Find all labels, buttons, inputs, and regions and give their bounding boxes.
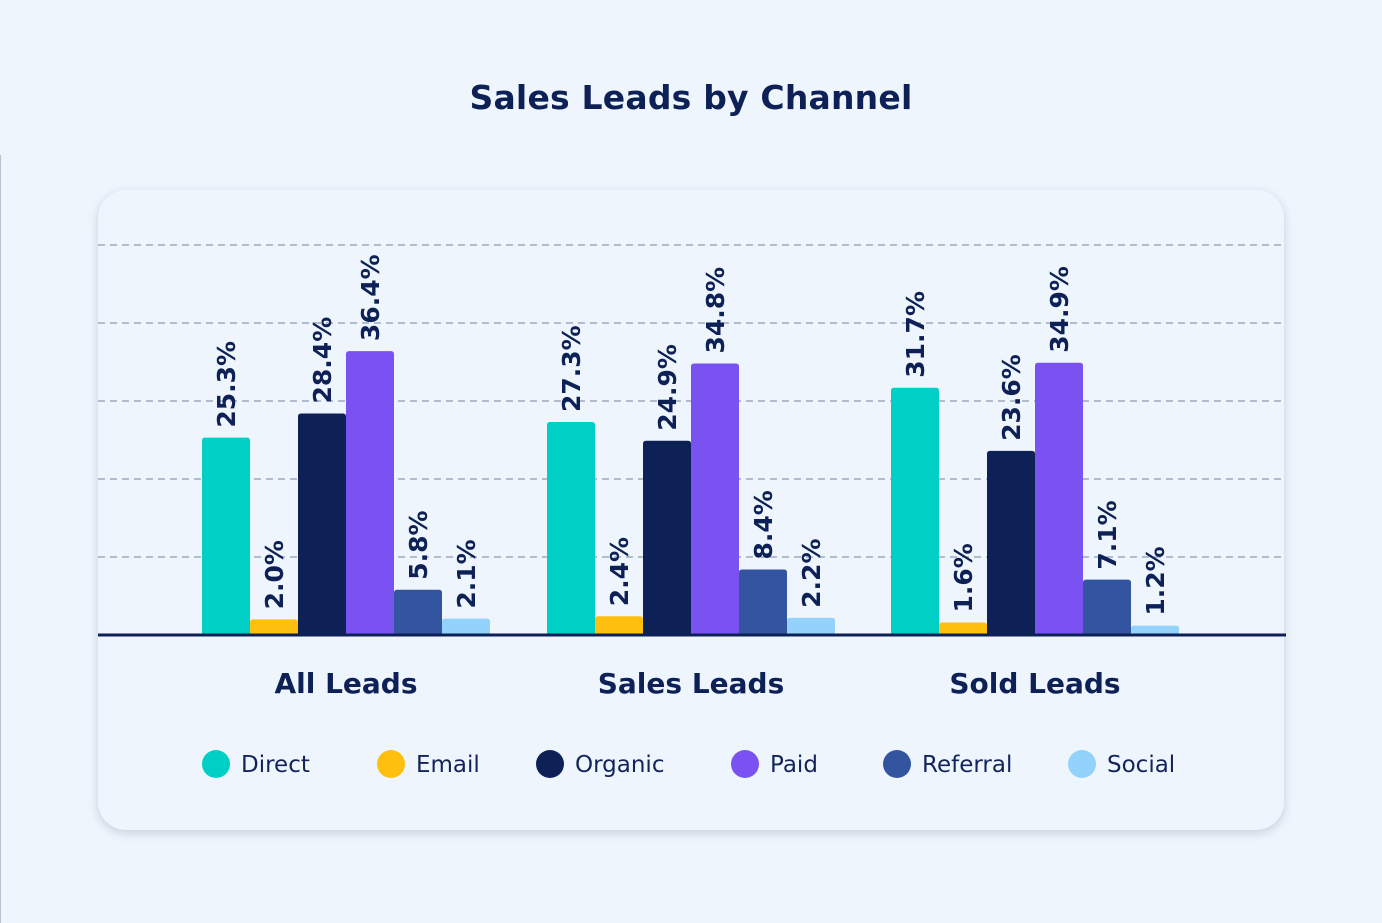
legend-label-social: Social bbox=[1107, 752, 1175, 778]
data-label-sold-leads-direct: 31.7% bbox=[901, 291, 930, 378]
legend-item-referral: Referral bbox=[883, 750, 1012, 778]
data-label-sales-leads-organic: 24.9% bbox=[653, 344, 682, 431]
left-border-rule bbox=[0, 155, 1, 923]
legend-label-email: Email bbox=[416, 752, 480, 778]
data-label-sales-leads-direct: 27.3% bbox=[557, 325, 586, 412]
legend-swatch-email bbox=[377, 750, 405, 778]
bar-all-leads-organic bbox=[298, 413, 346, 635]
data-label-all-leads-referral: 5.8% bbox=[404, 510, 433, 579]
data-label-all-leads-direct: 25.3% bbox=[212, 341, 241, 428]
legend: Direct Email Organic Paid Referral Social bbox=[202, 750, 1175, 778]
bar-sold-leads-social bbox=[1131, 625, 1179, 635]
bar-sold-leads-email bbox=[939, 622, 987, 635]
legend-swatch-paid bbox=[731, 750, 759, 778]
bar-sales-leads-organic bbox=[643, 440, 691, 635]
category-labels: All Leads Sales Leads Sold Leads bbox=[274, 667, 1120, 700]
bar-all-leads-email bbox=[250, 619, 298, 635]
bar-sold-leads-paid bbox=[1035, 362, 1083, 635]
legend-item-organic: Organic bbox=[536, 750, 664, 778]
category-label-sales-leads: Sales Leads bbox=[598, 667, 785, 700]
data-label-all-leads-organic: 28.4% bbox=[308, 317, 337, 404]
data-label-sales-leads-referral: 8.4% bbox=[749, 490, 778, 559]
legend-label-paid: Paid bbox=[770, 752, 818, 778]
data-label-all-leads-social: 2.1% bbox=[452, 539, 481, 608]
legend-item-paid: Paid bbox=[731, 750, 818, 778]
data-labels: 25.3% 2.0% 28.4% 36.4% 5.8% 2.1% 27.3% 2.4% 24.9… bbox=[212, 254, 1170, 615]
bar-sales-leads-email bbox=[595, 616, 643, 635]
category-label-sold-leads: Sold Leads bbox=[949, 667, 1120, 700]
bar-sales-leads-direct bbox=[547, 422, 595, 635]
legend-item-email: Email bbox=[377, 750, 480, 778]
legend-label-direct: Direct bbox=[241, 752, 310, 778]
legend-label-referral: Referral bbox=[922, 752, 1012, 778]
bar-all-leads-paid bbox=[346, 351, 394, 635]
bar-sold-leads-organic bbox=[987, 450, 1035, 635]
bar-sales-leads-referral bbox=[739, 569, 787, 635]
data-label-sales-leads-email: 2.4% bbox=[605, 537, 634, 606]
bar-sales-leads-social bbox=[787, 617, 835, 635]
data-label-sold-leads-social: 1.2% bbox=[1141, 546, 1170, 615]
legend-swatch-direct bbox=[202, 750, 230, 778]
legend-swatch-social bbox=[1068, 750, 1096, 778]
category-label-all-leads: All Leads bbox=[274, 667, 417, 700]
bar-sold-leads-referral bbox=[1083, 579, 1131, 635]
bar-all-leads-referral bbox=[394, 589, 442, 635]
page-title: Sales Leads by Channel bbox=[469, 78, 913, 117]
bar-sales-leads-paid bbox=[691, 363, 739, 635]
data-label-sales-leads-paid: 34.8% bbox=[701, 267, 730, 354]
bar-sold-leads-direct bbox=[891, 387, 939, 635]
data-label-sold-leads-referral: 7.1% bbox=[1093, 500, 1122, 569]
data-label-all-leads-paid: 36.4% bbox=[356, 254, 385, 341]
bar-all-leads-social bbox=[442, 618, 490, 635]
bar-all-leads-direct bbox=[202, 437, 250, 635]
bars bbox=[202, 351, 1179, 635]
data-label-sold-leads-paid: 34.9% bbox=[1045, 266, 1074, 353]
legend-swatch-referral bbox=[883, 750, 911, 778]
data-label-sold-leads-organic: 23.6% bbox=[997, 354, 1026, 441]
legend-item-social: Social bbox=[1068, 750, 1175, 778]
legend-label-organic: Organic bbox=[575, 752, 664, 778]
data-label-sold-leads-email: 1.6% bbox=[949, 543, 978, 612]
data-label-all-leads-email: 2.0% bbox=[260, 540, 289, 609]
legend-item-direct: Direct bbox=[202, 750, 310, 778]
legend-swatch-organic bbox=[536, 750, 564, 778]
data-label-sales-leads-social: 2.2% bbox=[797, 538, 826, 607]
